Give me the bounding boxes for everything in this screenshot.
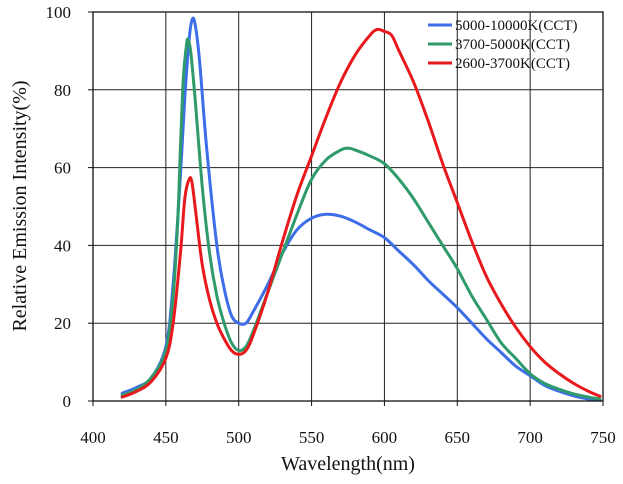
x-tick-label: 600 <box>372 428 398 447</box>
series-layer <box>120 16 602 402</box>
series-line-2 <box>120 37 602 401</box>
legend-label-1: 5000-10000K(CCT) <box>455 18 578 34</box>
x-tick-label: 550 <box>299 428 325 447</box>
x-tick-label: 750 <box>590 428 616 447</box>
x-tick-label: 400 <box>80 428 106 447</box>
axis-layer: 400 450 500 550 600 650 700 750 0 20 40 60 80 100 <box>46 3 616 447</box>
x-tick-label: 450 <box>153 428 179 447</box>
legend-label-3: 2600-3700K(CCT) <box>455 56 570 72</box>
x-tick-label: 700 <box>517 428 543 447</box>
plot-frame <box>92 11 604 402</box>
x-axis-title: Wavelength(nm) <box>281 453 415 475</box>
legend-label-2: 3700-5000K(CCT) <box>455 37 570 53</box>
y-tick-label: 0 <box>63 392 72 411</box>
legend: 5000-10000K(CCT) 3700-5000K(CCT) 2600-3700… <box>428 18 578 72</box>
y-axis-title: Relative Emission Intensity(%) <box>9 80 31 331</box>
series-line-3 <box>120 27 602 399</box>
x-tick-label: 500 <box>226 428 252 447</box>
series-line-1 <box>120 16 602 402</box>
x-tick-label: 650 <box>445 428 471 447</box>
y-tick-label: 20 <box>54 314 71 333</box>
y-tick-label: 60 <box>54 159 71 178</box>
y-tick-label: 100 <box>46 3 72 22</box>
y-tick-label: 80 <box>54 81 71 100</box>
y-tick-label: 40 <box>54 236 71 255</box>
